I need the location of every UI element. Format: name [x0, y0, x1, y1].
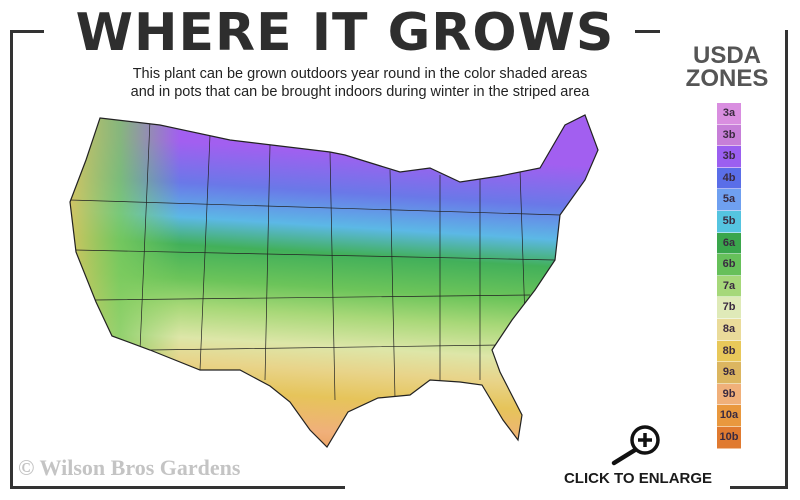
legend-zone-8b: 8b	[717, 340, 741, 363]
legend-zone-7b: 7b	[717, 297, 741, 319]
frame-bottom-left	[10, 486, 345, 489]
west-coast-zones	[70, 115, 180, 370]
legend-title: USDA ZONES	[672, 42, 782, 92]
legend-zone-6b: 6b	[717, 254, 741, 276]
legend-zone-9b: 9b	[717, 383, 741, 406]
legend-zone-5a: 5a	[717, 189, 741, 211]
state-borders	[70, 119, 561, 401]
legend-zone-3a: 3a	[717, 103, 741, 125]
us-outline	[69, 114, 599, 448]
frame-bottom-right	[730, 486, 788, 489]
subtitle-line-1: This plant can be grown outdoors year ro…	[132, 66, 588, 82]
legend-zone-3b: 3b	[717, 124, 741, 147]
click-to-enlarge-button[interactable]: CLICK TO ENLARGE	[563, 470, 713, 487]
legend-title-line-1: USDA	[692, 42, 761, 69]
legend-zone-10b: 10b	[717, 426, 741, 449]
legend-zone-8a: 8a	[717, 318, 741, 341]
frame-top-right	[635, 30, 660, 33]
legend-title-line-2: ZONES	[685, 65, 769, 92]
legend-zone-3b: 3b	[717, 146, 741, 168]
subtitle: This plant can be grown outdoors year ro…	[40, 65, 680, 101]
frame-right	[785, 30, 788, 488]
zoom-in-icon[interactable]	[608, 423, 664, 467]
legend-zone-6a: 6a	[717, 232, 741, 255]
legend-zone-4b: 4b	[717, 167, 741, 190]
legend-zone-9a: 9a	[717, 362, 741, 384]
frame-top-left	[10, 30, 44, 33]
legend-zone-5b: 5b	[717, 210, 741, 233]
zone-legend: 3a 3b 3b 4b 5a 5b 6a 6b 7a 7b 8a 8b 9a 9b 10a 10b	[717, 103, 741, 449]
frame-left	[10, 30, 13, 488]
page-title: WHERE IT GROWS	[75, 3, 615, 63]
subtitle-line-2: and in pots that can be brought indoors …	[130, 84, 590, 100]
legend-zone-7a: 7a	[717, 275, 741, 298]
copyright-watermark: © Wilson Bros Gardens	[18, 455, 241, 480]
legend-zone-10a: 10a	[717, 405, 741, 427]
